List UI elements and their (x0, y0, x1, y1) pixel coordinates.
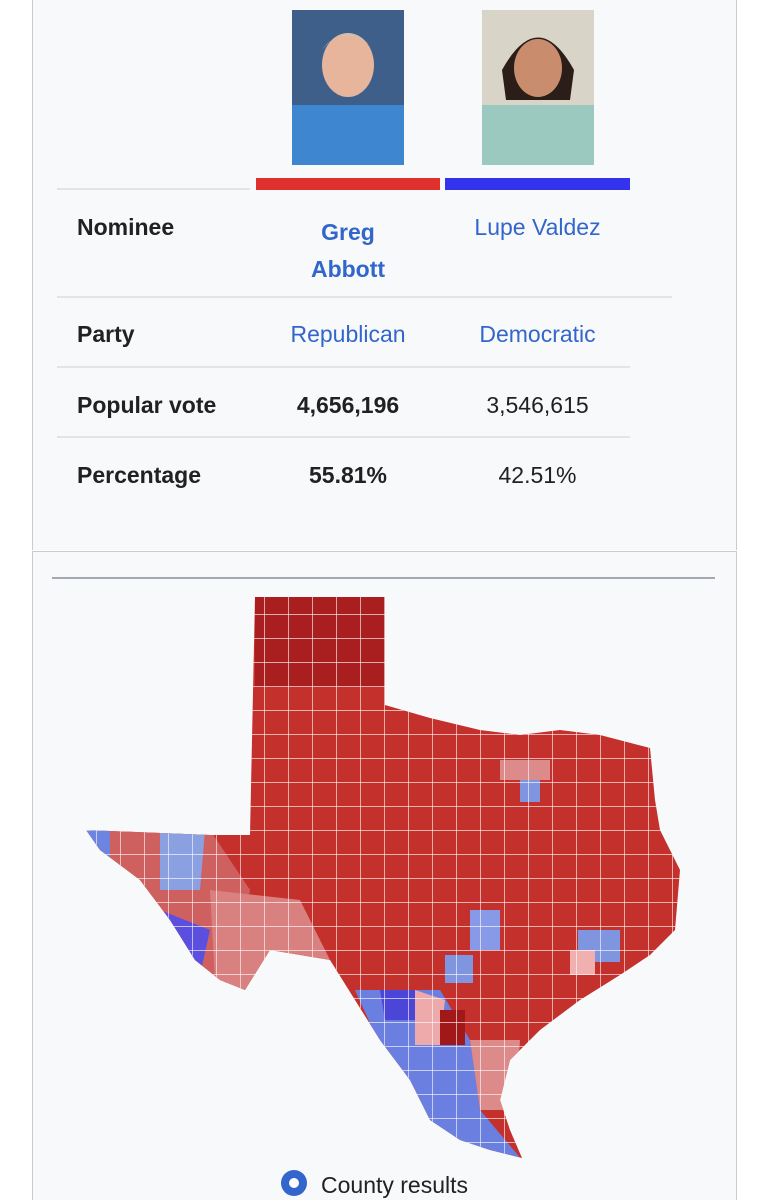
nominee-photo (482, 10, 594, 165)
county-map (86, 597, 680, 1158)
party-color-bar (445, 178, 630, 190)
vote-percentage: 42.51% (498, 462, 577, 488)
row-divider (57, 188, 250, 190)
party-link[interactable]: Democratic (479, 321, 596, 347)
party-color-bar (256, 178, 440, 190)
row-label: Nominee (77, 214, 175, 240)
row-label: Percentage (77, 462, 202, 488)
nominee-link[interactable]: Lupe Valdez (474, 214, 601, 240)
row-divider (57, 296, 672, 298)
row-label: Party (77, 321, 135, 347)
vote-percentage: 55.81% (308, 462, 387, 488)
map-caption: County results (321, 1172, 469, 1198)
section-divider (52, 577, 715, 579)
nominee-link[interactable]: Greg Abbott (310, 219, 386, 282)
nominee-photo (292, 10, 404, 165)
row-divider (57, 436, 630, 438)
vote-count: 3,546,615 (486, 392, 589, 418)
row-divider (57, 366, 630, 368)
party-link[interactable]: Republican (290, 321, 406, 347)
radio-button[interactable] (280, 1168, 310, 1198)
vote-count: 4,656,196 (296, 392, 400, 418)
row-label: Popular vote (77, 392, 217, 418)
